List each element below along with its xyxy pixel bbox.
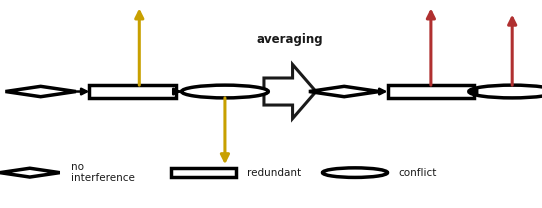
Text: no
interference: no interference — [70, 162, 134, 183]
Ellipse shape — [469, 85, 542, 98]
Text: redundant: redundant — [247, 168, 301, 178]
Text: averaging: averaging — [257, 33, 323, 46]
Text: conflict: conflict — [398, 168, 437, 178]
Ellipse shape — [322, 168, 388, 177]
Polygon shape — [264, 64, 316, 119]
Bar — [89, 85, 176, 98]
Bar — [171, 168, 236, 177]
Ellipse shape — [182, 85, 268, 98]
Bar — [388, 85, 474, 98]
